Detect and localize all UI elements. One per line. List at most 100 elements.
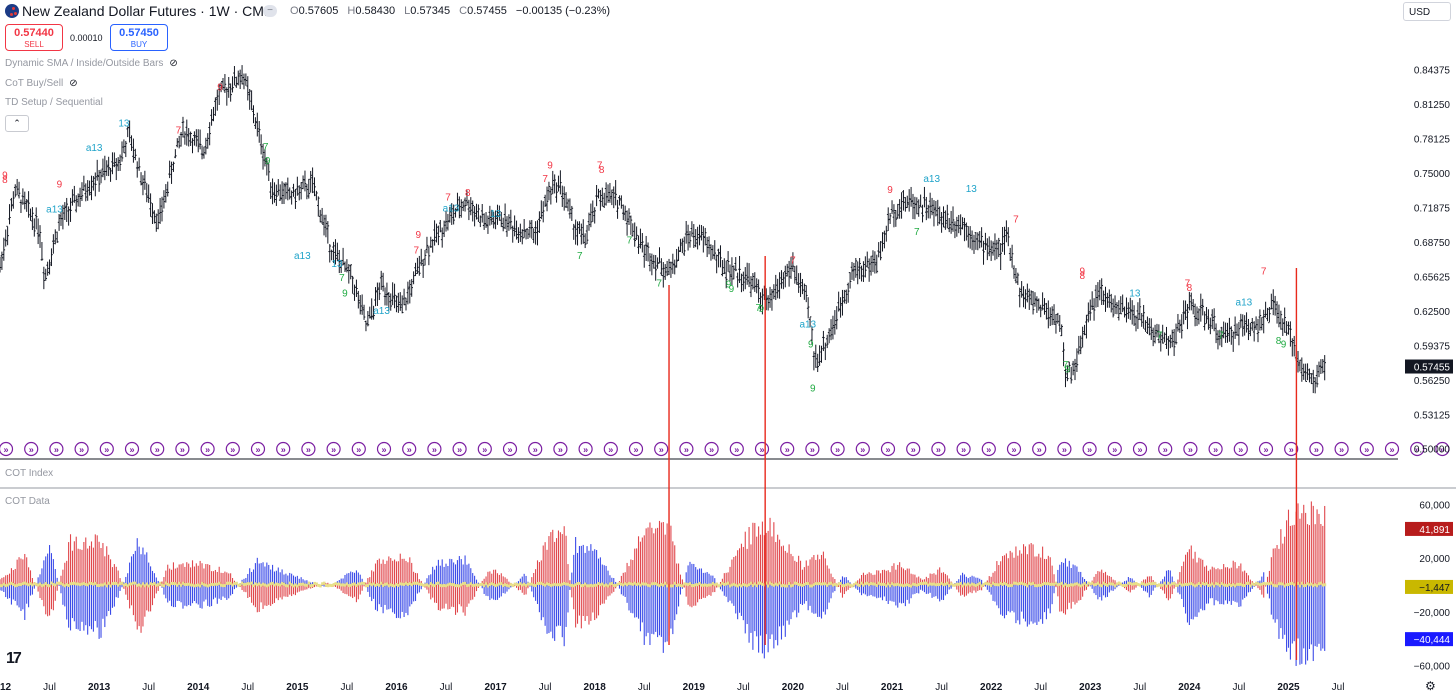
cot-bar-commercial [727,581,730,585]
event-circle [74,441,89,457]
forward-icon: » [1334,441,1349,457]
event-glyph: » [306,445,311,455]
cot-bar-commercial [1293,583,1296,587]
cot-bar-commercial [119,582,122,586]
cot-bar-commercial [141,582,145,586]
forward-icon: » [805,441,820,457]
cot-last-label: 41,891 [1419,525,1450,536]
cot-bar-commercial [1264,582,1268,586]
currency-selector[interactable]: USD [1403,2,1451,21]
cot-bar-commercial [1079,584,1083,588]
cot-bar-commercial [370,583,374,587]
cot-bar-commercial [984,581,987,585]
gear-icon[interactable]: ⚙ [1425,679,1436,693]
event-glyph: » [608,445,613,455]
sell-button[interactable]: 0.57440 SELL [5,24,63,51]
cot-bar-commercial [704,583,707,587]
price-axis[interactable]: 0.84375 0.81250 0.78125 0.75000 0.71875 0.687… [1405,66,1453,456]
cot-bar-commercial [586,584,589,588]
cot-bar-commercial [471,583,475,587]
cot-bar-commercial [1060,581,1064,585]
cot-bar-commercial [302,582,305,586]
event-glyph: » [1037,445,1042,455]
pane-label-cot-index: COT Index [5,468,54,479]
cot-bar-commercial [608,582,612,586]
cot-bar-commercial [902,584,905,588]
td-label: a13 [923,174,940,185]
indicator-td-setup[interactable]: TD Setup / Sequential [5,97,103,108]
forward-icon: » [502,441,518,457]
cot-bar-commercial [401,582,404,586]
cot-bar-commercial [1045,582,1048,586]
cot-bar-commercial [105,584,109,588]
forward-icon: » [452,441,467,457]
cot-bar-commercial [98,584,101,588]
cot-bar-commercial [1319,581,1323,585]
cot-bar-commercial [755,584,759,588]
cot-bar-commercial [1157,583,1161,587]
cot-bar-commercial [233,582,236,586]
event-circle [326,441,341,457]
td-label: 7 [413,246,419,257]
cot-bar-commercial [778,581,782,585]
cot-bar-commercial [833,582,837,586]
event-circle [175,441,190,457]
forward-icon: » [679,441,694,457]
cot-bar-commercial [599,583,602,587]
cot-bar-commercial [303,583,307,587]
cot-bar-commercial [1114,584,1117,588]
cot-bar-commercial [843,584,846,588]
cot-bar-commercial [431,583,435,587]
cot-bar-commercial [1030,582,1033,586]
cot-bar-commercial [1186,583,1189,587]
cot-bar-commercial [353,582,357,586]
event-circle [99,441,114,457]
cot-bar-commercial [1117,581,1121,585]
cot-bar-commercial [565,582,568,586]
cot-bar-commercial [685,582,688,586]
cot-axis[interactable]: 60,000 20,000 −20,000 −60,000 41,891 −1,447 −4… [1405,501,1453,673]
cot-bar-commercial [944,582,947,586]
more-icon[interactable]: − [263,5,277,17]
buy-button[interactable]: 0.57450 BUY [110,24,168,51]
cot-bar-commercial [330,584,334,588]
eye-hidden-icon[interactable]: ⊘ [169,58,178,69]
cot-bar-commercial [197,583,200,587]
cot-bar-commercial [1224,583,1228,587]
forward-icon: » [754,441,770,457]
cot-bar-commercial [669,584,673,588]
cot-bar-commercial [132,581,135,585]
cot-bar-commercial [502,584,505,588]
cot-bar-commercial [355,583,358,587]
event-glyph: » [29,445,34,455]
collapse-indicators-button[interactable]: ⌃ [5,115,29,132]
cot-bar-commercial [170,581,174,585]
cot-bar-commercial [239,583,242,587]
forward-icon: » [427,441,442,457]
cot-bar-commercial [376,582,379,586]
eye-hidden-icon[interactable]: ⊘ [69,78,78,89]
symbol-title[interactable]: New Zealand Dollar Futures · 1W · CME [22,3,274,19]
cot-bar-commercial [134,581,137,585]
indicator-dynamic-sma[interactable]: Dynamic SMA / Inside/Outside Bars ⊘ [5,58,178,69]
cot-bar-commercial [976,583,980,587]
cot-bar-commercial [189,583,193,587]
cot-bar-commercial [742,583,745,587]
cot-bar-commercial [349,583,353,587]
indicator-cot-buy-sell[interactable]: CoT Buy/Sell ⊘ [5,78,78,89]
event-circle [880,441,896,457]
cot-bar-commercial [37,583,40,587]
cot-bar-commercial [635,583,639,587]
td-label: 7 [1157,330,1163,341]
td-label: 13 [966,184,978,195]
cot-bar-commercial [1089,582,1092,586]
cot-bar-commercial [372,582,376,586]
cot-bar-commercial [1201,581,1205,585]
time-axis[interactable]: 2012 Jul 2013 Jul 2014 Jul 2015 Jul 2016 Jul 2017 J… [0,682,1344,693]
cot-bar-commercial [923,581,926,585]
cot-bar-commercial [517,583,520,587]
cot-bar-commercial [544,583,547,587]
event-glyph: » [885,445,890,455]
cot-bar-commercial [8,582,12,586]
